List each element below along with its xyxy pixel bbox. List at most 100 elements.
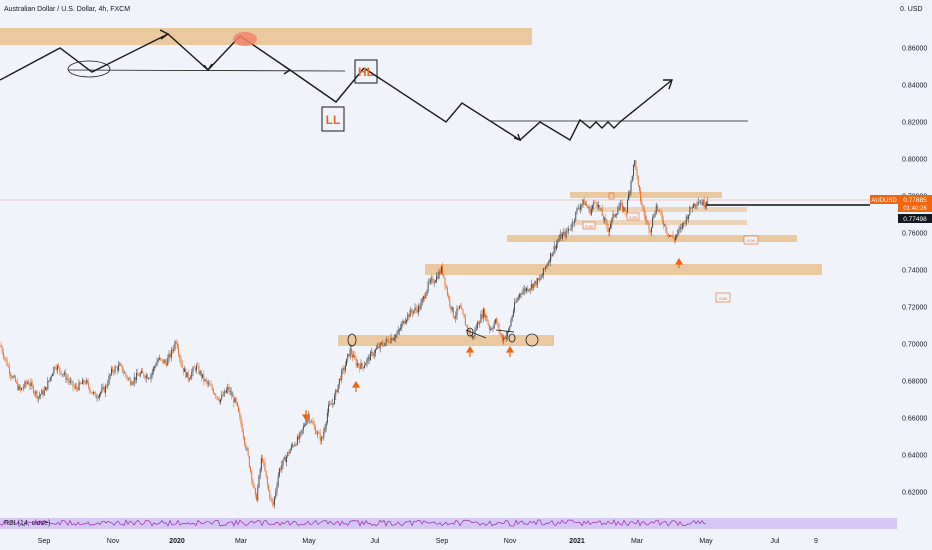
- candle: [517, 297, 519, 300]
- candle: [455, 315, 457, 319]
- candle: [4, 357, 6, 358]
- candle: [419, 305, 421, 310]
- candle: [298, 436, 299, 439]
- candle: [385, 339, 387, 343]
- candle: [445, 285, 447, 288]
- rsi-label: RSI (14, close): [4, 520, 50, 527]
- candle: [402, 320, 404, 324]
- candle: [344, 365, 346, 371]
- candle: [5, 357, 7, 360]
- candle: [373, 353, 375, 356]
- candle: [672, 235, 674, 239]
- candle: [99, 394, 100, 398]
- candle: [618, 207, 620, 210]
- arrow-up-4: [674, 257, 684, 268]
- candle: [611, 218, 613, 225]
- price-tag[interactable]: AUDUSD 0.77885 01:40:26: [870, 195, 932, 212]
- candle: [194, 368, 196, 371]
- candle: [560, 233, 562, 239]
- candle: [271, 498, 273, 503]
- candle: [415, 307, 417, 310]
- candle: [332, 403, 334, 405]
- candle: [11, 376, 13, 378]
- candle: [60, 371, 62, 375]
- candle: [343, 368, 345, 371]
- candle: [317, 432, 319, 434]
- candle: [595, 202, 597, 204]
- candle: [372, 352, 374, 356]
- candle: [639, 185, 640, 191]
- candle: [670, 235, 672, 236]
- candle: [84, 383, 86, 384]
- arrow-head-1: [159, 29, 170, 40]
- candle: [688, 214, 690, 220]
- candle: [536, 278, 538, 286]
- candle: [208, 383, 209, 385]
- candle: [91, 392, 93, 394]
- candle: [218, 399, 220, 403]
- candle: [151, 371, 153, 375]
- candle: [431, 278, 433, 280]
- candle: [687, 216, 688, 220]
- zone-078: [570, 192, 722, 198]
- arrow-down-1: [301, 410, 311, 422]
- candle: [541, 275, 543, 278]
- candle: [594, 202, 596, 203]
- candle: [14, 376, 16, 382]
- candle: [606, 221, 608, 228]
- candle: [392, 338, 394, 341]
- candle: [268, 484, 269, 491]
- candle: [180, 358, 182, 364]
- candle: [414, 307, 416, 311]
- candle: [330, 404, 332, 405]
- candle: [534, 280, 536, 284]
- line-price-tag: 0.77498: [898, 214, 932, 223]
- circle-mark-2: [525, 333, 539, 347]
- candle: [548, 261, 550, 263]
- candle: [481, 314, 483, 319]
- price-tag-symbol: AUDUSD: [871, 198, 897, 204]
- candle: [457, 308, 459, 310]
- svg-text:LL: LL: [326, 113, 341, 127]
- candle: [552, 252, 554, 257]
- candle: [37, 396, 39, 399]
- candle: [328, 405, 329, 413]
- candle: [505, 335, 507, 339]
- candle: [449, 297, 451, 306]
- candle: [301, 429, 303, 432]
- candle: [422, 296, 424, 300]
- candle: [681, 227, 682, 229]
- small-box-2: 0.00: [626, 212, 640, 221]
- candle: [466, 325, 467, 326]
- candle: [41, 390, 43, 395]
- candle: [222, 395, 224, 396]
- candle: [408, 314, 410, 318]
- candle: [308, 415, 310, 422]
- candle: [703, 200, 705, 207]
- candle: [706, 202, 708, 206]
- candle: [250, 467, 251, 472]
- candle: [470, 336, 472, 338]
- candle: [480, 314, 482, 323]
- candle: [384, 342, 386, 346]
- candle: [10, 373, 12, 377]
- candle: [428, 281, 430, 283]
- candle: [77, 388, 79, 391]
- candle: [55, 367, 57, 370]
- candle: [576, 208, 578, 212]
- candle: [47, 381, 49, 390]
- candle: [75, 386, 76, 388]
- y-tick-label: 0.66000: [902, 416, 927, 423]
- candle: [380, 343, 382, 344]
- candle: [83, 379, 85, 384]
- candle: [85, 380, 87, 384]
- candle: [488, 325, 490, 330]
- candle: [475, 328, 477, 330]
- candle: [223, 391, 225, 396]
- candle: [278, 468, 280, 476]
- arrow-head-5: [663, 79, 673, 90]
- candle: [425, 294, 427, 299]
- arrows-layer: [301, 257, 684, 422]
- arrow-up-3: [505, 345, 515, 357]
